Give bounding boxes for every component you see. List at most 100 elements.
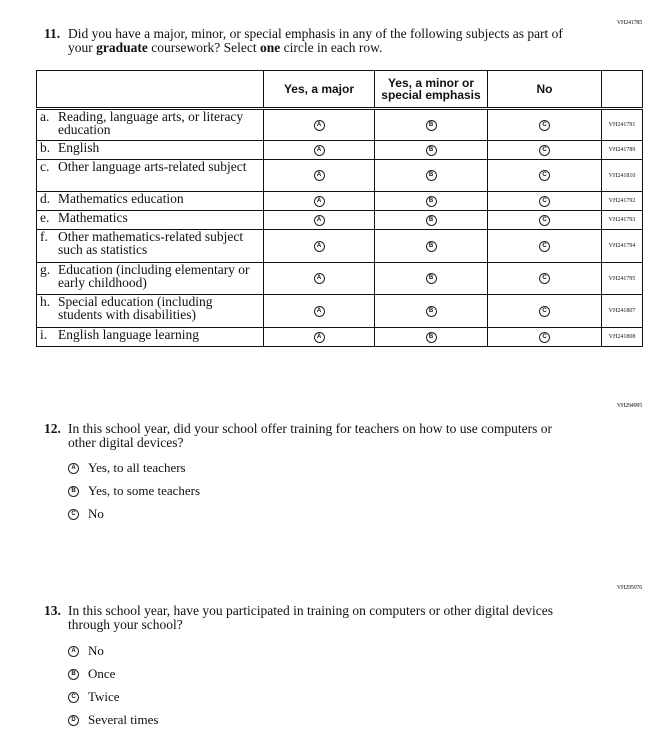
answer-cell: B xyxy=(374,159,488,192)
answer-cell: A xyxy=(263,327,375,347)
answer-cell: C xyxy=(487,159,602,192)
row-label: d. Mathematics education xyxy=(36,191,264,211)
answer-bubble-a[interactable]: A xyxy=(313,144,325,156)
row-label: f. Other mathematics-related subject such… xyxy=(36,229,264,263)
option-label: Yes, to all teachers xyxy=(88,460,186,475)
answer-bubble-c[interactable]: C xyxy=(539,305,550,317)
answer-cell: C xyxy=(487,327,602,347)
answer-option[interactable]: D Several times xyxy=(68,712,158,728)
answer-cell: A xyxy=(263,262,375,295)
answer-bubble-a[interactable]: A xyxy=(313,240,325,252)
answer-bubble[interactable]: B xyxy=(68,668,79,680)
answer-bubble-b[interactable]: B xyxy=(425,273,437,285)
answer-bubble-a[interactable]: A xyxy=(313,195,325,207)
header-blank xyxy=(36,70,264,110)
row-code: VH241792 xyxy=(601,191,643,211)
answer-bubble-b[interactable]: B xyxy=(425,305,437,317)
answer-bubble[interactable]: A xyxy=(68,462,79,474)
question-text: In this school year, did your school off… xyxy=(68,421,552,450)
answer-bubble-c[interactable]: C xyxy=(539,214,550,226)
header-major: Yes, a major xyxy=(263,70,375,110)
answer-option[interactable]: B Yes, to some teachers xyxy=(68,483,200,499)
answer-bubble-c[interactable]: C xyxy=(539,273,550,285)
answer-bubble-c[interactable]: C xyxy=(539,144,550,156)
header-no: No xyxy=(487,70,602,110)
answer-bubble-b[interactable]: B xyxy=(425,195,437,207)
item-code: VH294995 xyxy=(616,403,642,409)
answer-cell: A xyxy=(263,294,375,328)
answer-bubble-a[interactable]: A xyxy=(313,273,325,285)
answer-cell: B xyxy=(374,140,488,160)
row-code: VH241808 xyxy=(601,327,643,347)
question-text: Did you have a major, minor, or special … xyxy=(68,26,563,55)
answer-bubble-c[interactable]: C xyxy=(539,240,550,252)
table-row: f. Other mathematics-related subject such… xyxy=(36,229,643,263)
table-row: c. Other language arts-related subject A B C… xyxy=(36,159,643,192)
answer-option[interactable]: A No xyxy=(68,643,104,659)
answer-bubble-b[interactable]: B xyxy=(425,214,437,226)
answer-cell: A xyxy=(263,229,375,263)
answer-cell: C xyxy=(487,229,602,263)
question-13: 13. In this school year, have you partici… xyxy=(44,604,584,632)
row-label: b. English xyxy=(36,140,264,160)
table-row: h. Special education (including students … xyxy=(36,294,643,328)
answer-option[interactable]: C Twice xyxy=(68,689,120,705)
answer-cell: C xyxy=(487,140,602,160)
header-code xyxy=(601,70,643,110)
table-row: g. Education (including elementary or ear… xyxy=(36,262,643,295)
answer-bubble-a[interactable]: A xyxy=(313,214,325,226)
option-label: No xyxy=(88,506,104,521)
answer-cell: A xyxy=(263,210,375,230)
answer-bubble-a[interactable]: A xyxy=(313,119,325,131)
row-code: VH241789 xyxy=(601,140,643,160)
answer-bubble-b[interactable]: B xyxy=(425,331,437,343)
answer-bubble[interactable]: B xyxy=(68,485,79,497)
answer-bubble-a[interactable]: A xyxy=(313,305,325,317)
row-code: VH241793 xyxy=(601,210,643,230)
answer-cell: B xyxy=(374,262,488,295)
answer-option[interactable]: C No xyxy=(68,506,104,522)
answer-bubble-c[interactable]: C xyxy=(539,119,550,131)
answer-bubble[interactable]: A xyxy=(68,645,79,657)
answer-bubble-a[interactable]: A xyxy=(313,331,325,343)
answer-bubble-b[interactable]: B xyxy=(425,144,437,156)
answer-cell: C xyxy=(487,294,602,328)
question-12: 12. In this school year, did your school … xyxy=(44,422,584,450)
row-label: a. Reading, language arts, or literacy ed… xyxy=(36,108,264,141)
answer-bubble[interactable]: D xyxy=(68,714,79,726)
answer-option[interactable]: A Yes, to all teachers xyxy=(68,460,186,476)
answer-bubble-b[interactable]: B xyxy=(425,119,437,131)
row-code: VH241794 xyxy=(601,229,643,263)
answer-bubble-c[interactable]: C xyxy=(539,331,550,343)
answer-bubble-a[interactable]: A xyxy=(313,170,325,182)
answer-cell: B xyxy=(374,108,488,141)
row-code: VH241807 xyxy=(601,294,643,328)
option-label: Once xyxy=(88,666,116,681)
answer-cell: B xyxy=(374,210,488,230)
option-label: Yes, to some teachers xyxy=(88,483,201,498)
answer-cell: A xyxy=(263,191,375,211)
answer-bubble-b[interactable]: B xyxy=(425,170,437,182)
answer-bubble-b[interactable]: B xyxy=(425,240,437,252)
table-row: e. Mathematics A B C VH241793 xyxy=(36,210,643,230)
table-row: a. Reading, language arts, or literacy ed… xyxy=(36,108,643,141)
table-row: b. English A B C VH241789 xyxy=(36,140,643,160)
question-number: 12. xyxy=(44,421,61,436)
answer-bubble-c[interactable]: C xyxy=(539,170,550,182)
row-label: i. English language learning xyxy=(36,327,264,347)
answer-cell: C xyxy=(487,210,602,230)
answer-bubble[interactable]: C xyxy=(68,691,79,703)
subject-table: Yes, a major Yes, a minor or special emp… xyxy=(36,70,643,347)
row-label: g. Education (including elementary or ear… xyxy=(36,262,264,295)
item-code: VH295076 xyxy=(616,585,642,591)
answer-cell: B xyxy=(374,191,488,211)
answer-cell: B xyxy=(374,229,488,263)
question-text: In this school year, have you participat… xyxy=(68,603,553,632)
answer-cell: C xyxy=(487,262,602,295)
answer-bubble-c[interactable]: C xyxy=(539,195,550,207)
row-code: VH241791 xyxy=(601,108,643,141)
answer-bubble[interactable]: C xyxy=(68,508,79,520)
row-code: VH241795 xyxy=(601,262,643,295)
answer-option[interactable]: B Once xyxy=(68,666,115,682)
row-label: e. Mathematics xyxy=(36,210,264,230)
